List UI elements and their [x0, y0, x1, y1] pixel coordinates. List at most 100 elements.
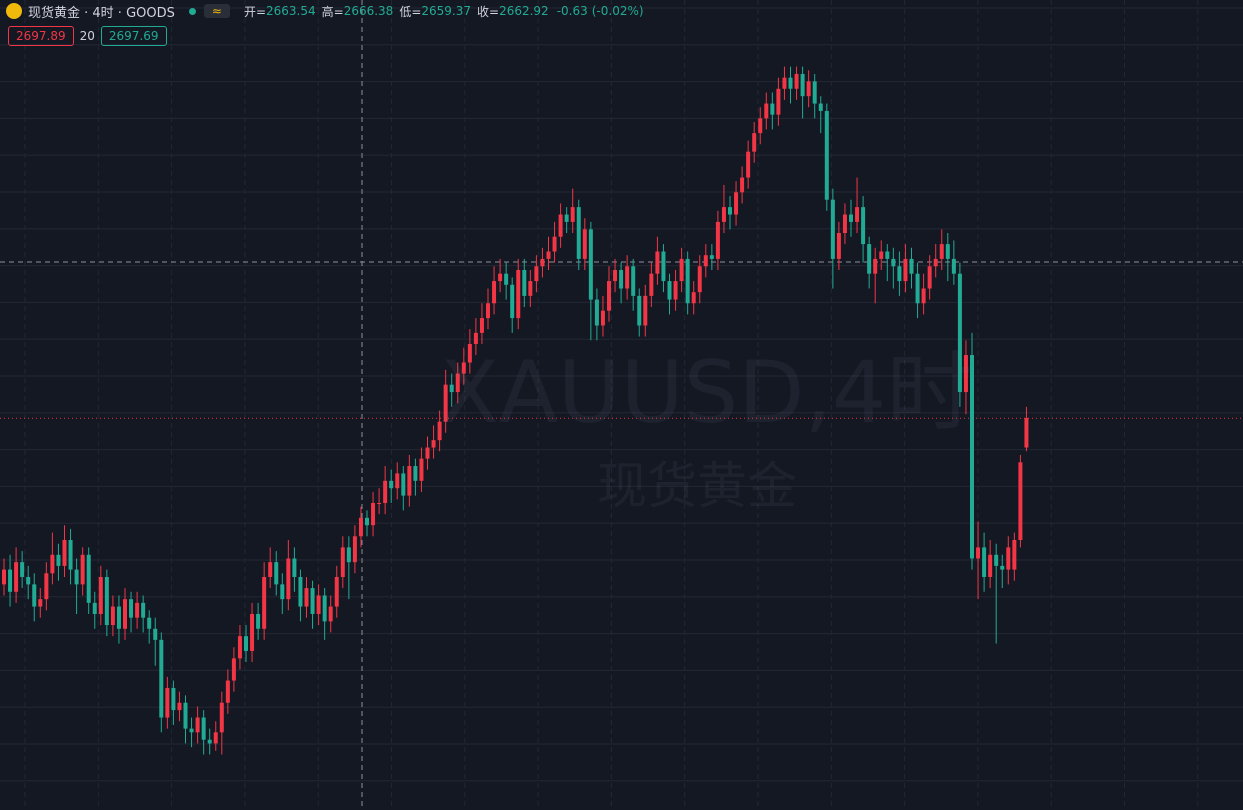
candle-body [504, 273, 509, 285]
candle-body [746, 151, 751, 178]
candle-body [788, 77, 793, 89]
close-label: 收= [477, 4, 500, 19]
candle-body [1012, 540, 1017, 570]
badge[interactable]: ≈ [203, 4, 230, 18]
candle-body [298, 576, 303, 607]
candle-body [62, 540, 67, 566]
candle-body [528, 281, 533, 296]
sell-button[interactable]: 2697.89 [8, 26, 74, 46]
candle-body [20, 562, 25, 577]
candle-body [183, 702, 188, 729]
candle-body [316, 595, 321, 614]
candle-body [492, 281, 497, 304]
candle-body [425, 447, 430, 459]
candle-body [419, 458, 424, 481]
candle-body [352, 536, 357, 563]
candle-body [764, 103, 769, 119]
candle-body [576, 207, 581, 259]
candle-body [129, 599, 134, 618]
candle-body [951, 258, 956, 274]
candle-body [395, 473, 400, 489]
candle-body [752, 133, 757, 152]
candle-body [988, 554, 993, 577]
candle-body [437, 421, 442, 441]
candle-body [939, 244, 944, 259]
change-value: -0.63 [556, 4, 588, 18]
candle-body [885, 251, 890, 259]
candle-body [473, 332, 478, 344]
candle-body [740, 177, 745, 193]
candle-body [806, 81, 811, 97]
change-percent: (-0.02%) [591, 4, 644, 18]
candle-body [262, 576, 267, 629]
candle-body [879, 251, 884, 259]
candle-body [74, 569, 79, 585]
candle-body [116, 606, 121, 629]
candle-body [389, 480, 394, 489]
candle-body [56, 554, 61, 566]
candle-body [891, 258, 896, 267]
candle-body [328, 606, 333, 622]
candle-body [836, 233, 841, 259]
candle-body [461, 362, 466, 374]
candle-body [570, 207, 575, 222]
candle-body [849, 214, 853, 222]
candle-body [141, 602, 146, 618]
candle-body [855, 207, 860, 222]
open-value: 2663.54 [266, 4, 316, 18]
candle-body [915, 273, 920, 304]
candle-body [358, 517, 363, 537]
candle-body [322, 595, 327, 622]
candle-body [982, 547, 987, 577]
candle-body [32, 584, 37, 607]
candle-body [758, 118, 763, 134]
candle-body [195, 717, 200, 733]
candle-body [371, 503, 376, 526]
candle-body [782, 77, 787, 89]
symbol-title: 现货黄金 · 4时 · GOODS [28, 5, 175, 21]
candle-body [540, 258, 545, 267]
candle-body [697, 266, 702, 293]
candle-body [201, 717, 206, 740]
candle-body [691, 292, 696, 304]
candle-body [818, 103, 823, 111]
candle-body [957, 273, 962, 393]
candle-body [921, 288, 926, 304]
candle-body [479, 318, 484, 333]
candle-body [976, 547, 981, 559]
close-value: 2662.92 [499, 4, 549, 18]
candle-body [237, 636, 242, 659]
candle-body [153, 628, 158, 640]
candle-body [516, 270, 521, 319]
candle-body [1000, 565, 1005, 570]
buy-button[interactable]: 2697.69 [100, 26, 167, 46]
candle-body [933, 258, 938, 267]
candle-body [8, 569, 13, 592]
candle-body [582, 229, 587, 259]
candle-body [667, 281, 672, 300]
candle-body [365, 517, 369, 526]
candle-body [867, 244, 872, 274]
candle-body [661, 251, 666, 282]
candle-body [619, 270, 624, 289]
candle-body [280, 584, 285, 600]
status-dot [188, 7, 196, 15]
open-label: 开= [243, 4, 266, 19]
candle-body [673, 281, 678, 300]
candle-body [600, 310, 605, 326]
candle-body [443, 384, 448, 422]
candle-body [812, 81, 817, 104]
candle-body [800, 73, 805, 97]
candle-body [873, 258, 878, 274]
candle-body [534, 266, 539, 282]
candle-body [44, 573, 49, 600]
candle-body [588, 229, 593, 300]
candle-body [449, 384, 454, 393]
candle-body [709, 255, 714, 259]
legend-header: 现货黄金 · 4时 · GOODS ≈ 开= 2663.54 高= 2666.38 … [6, 2, 644, 21]
candle-body [703, 255, 708, 267]
candle-body [903, 258, 908, 282]
candle-body [685, 258, 690, 304]
candle-body [304, 588, 309, 607]
